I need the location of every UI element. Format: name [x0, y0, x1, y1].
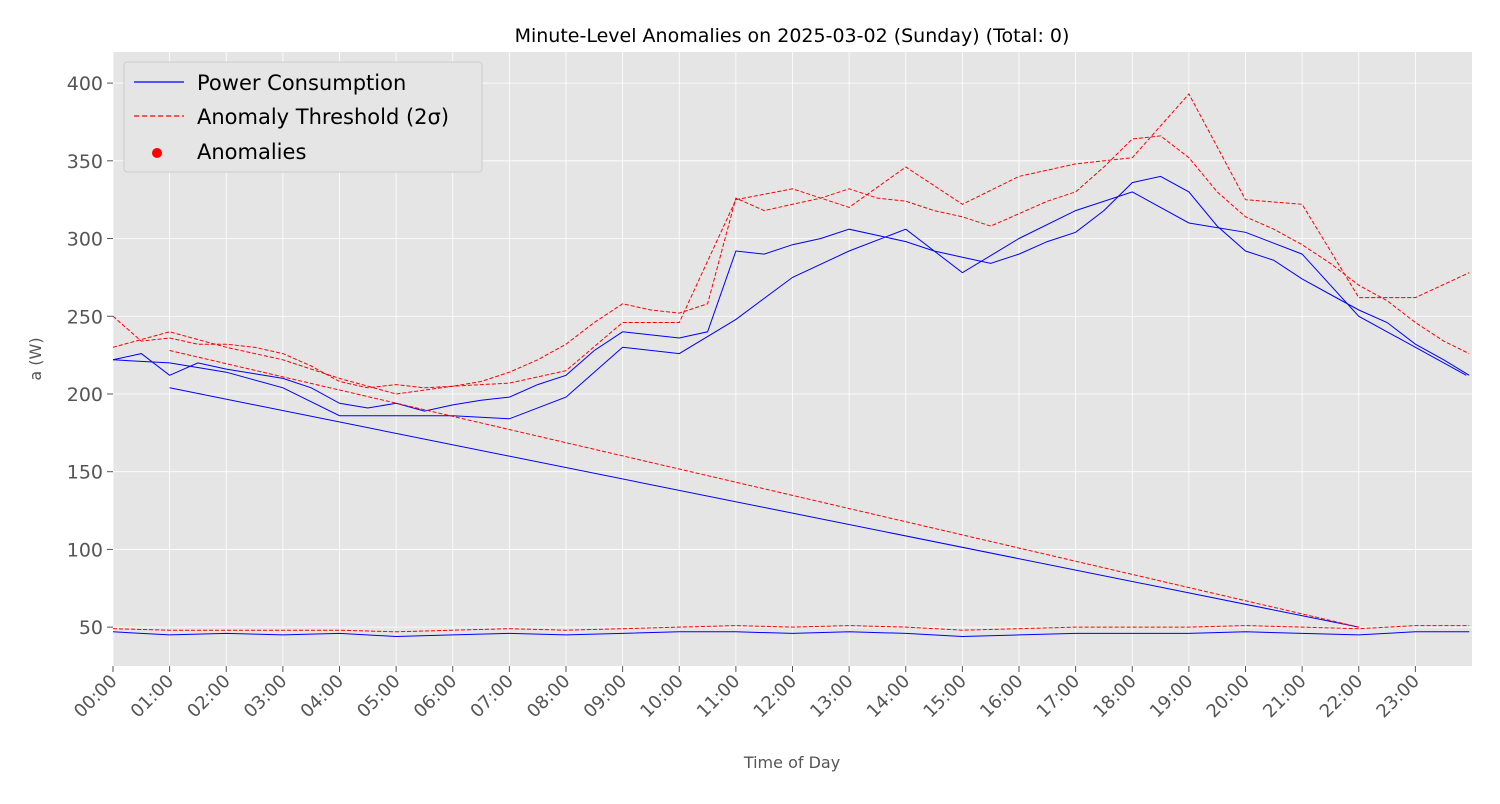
power-line — [112, 191, 1467, 420]
x-tick-label: 21:00 — [1259, 671, 1311, 723]
x-tick-label: 07:00 — [466, 671, 518, 723]
y-tick-label: 200 — [67, 384, 103, 406]
x-tick-label: 23:00 — [1372, 671, 1424, 723]
x-axis: 00:00 01:00 02:00 03:00 04:00 05:00 06:00 07:00… — [70, 666, 1424, 722]
y-axis: 50 100 150 200 250 300 350 400 — [67, 73, 113, 639]
x-tick-label: 01:00 — [127, 671, 179, 723]
x-tick-label: 10:00 — [636, 671, 688, 723]
x-tick-label: 11:00 — [693, 671, 745, 723]
x-tick-label: 15:00 — [919, 671, 971, 723]
chart-title: Minute-Level Anomalies on 2025-03-02 (Su… — [515, 25, 1070, 47]
y-tick-label: 150 — [67, 462, 103, 484]
y-tick-label: 50 — [79, 617, 103, 639]
legend-label-anomalies: Anomalies — [197, 140, 306, 164]
x-tick-label: 18:00 — [1089, 671, 1141, 723]
x-tick-label: 09:00 — [580, 671, 632, 723]
legend-label-threshold: Anomaly Threshold (2σ) — [197, 105, 449, 129]
x-tick-label: 03:00 — [240, 671, 292, 723]
y-tick-label: 350 — [67, 151, 103, 173]
y-axis-label: a (W) — [26, 337, 45, 380]
x-tick-label: 00:00 — [70, 671, 122, 723]
x-tick-label: 02:00 — [183, 671, 235, 723]
x-tick-label: 16:00 — [976, 671, 1028, 723]
legend: Power Consumption Anomaly Threshold (2σ)… — [123, 61, 483, 173]
y-tick-label: 100 — [67, 539, 103, 561]
legend-box — [123, 61, 483, 173]
power-line — [112, 631, 1470, 638]
threshold-line — [112, 93, 1470, 395]
threshold-line — [112, 135, 1470, 389]
legend-label-power: Power Consumption — [197, 71, 406, 95]
y-tick-label: 250 — [67, 306, 103, 328]
x-tick-label: 13:00 — [806, 671, 858, 723]
legend-swatch-anomalies — [152, 148, 162, 158]
x-tick-label: 08:00 — [523, 671, 575, 723]
x-tick-label: 04:00 — [297, 671, 349, 723]
threshold-line — [112, 625, 1470, 633]
x-tick-label: 20:00 — [1203, 671, 1255, 723]
power-line — [112, 175, 1470, 412]
x-tick-label: 12:00 — [750, 671, 802, 723]
y-tick-label: 300 — [67, 229, 103, 251]
x-tick-label: 06:00 — [410, 671, 462, 723]
x-axis-label: Time of Day — [743, 753, 840, 772]
series-layer — [112, 93, 1470, 638]
y-tick-label: 400 — [67, 73, 103, 95]
x-tick-label: 17:00 — [1033, 671, 1085, 723]
power-line — [169, 387, 1359, 628]
x-tick-label: 22:00 — [1316, 671, 1368, 723]
threshold-line — [169, 350, 1359, 628]
x-tick-label: 19:00 — [1146, 671, 1198, 723]
x-tick-label: 14:00 — [863, 671, 915, 723]
x-tick-label: 05:00 — [353, 671, 405, 723]
